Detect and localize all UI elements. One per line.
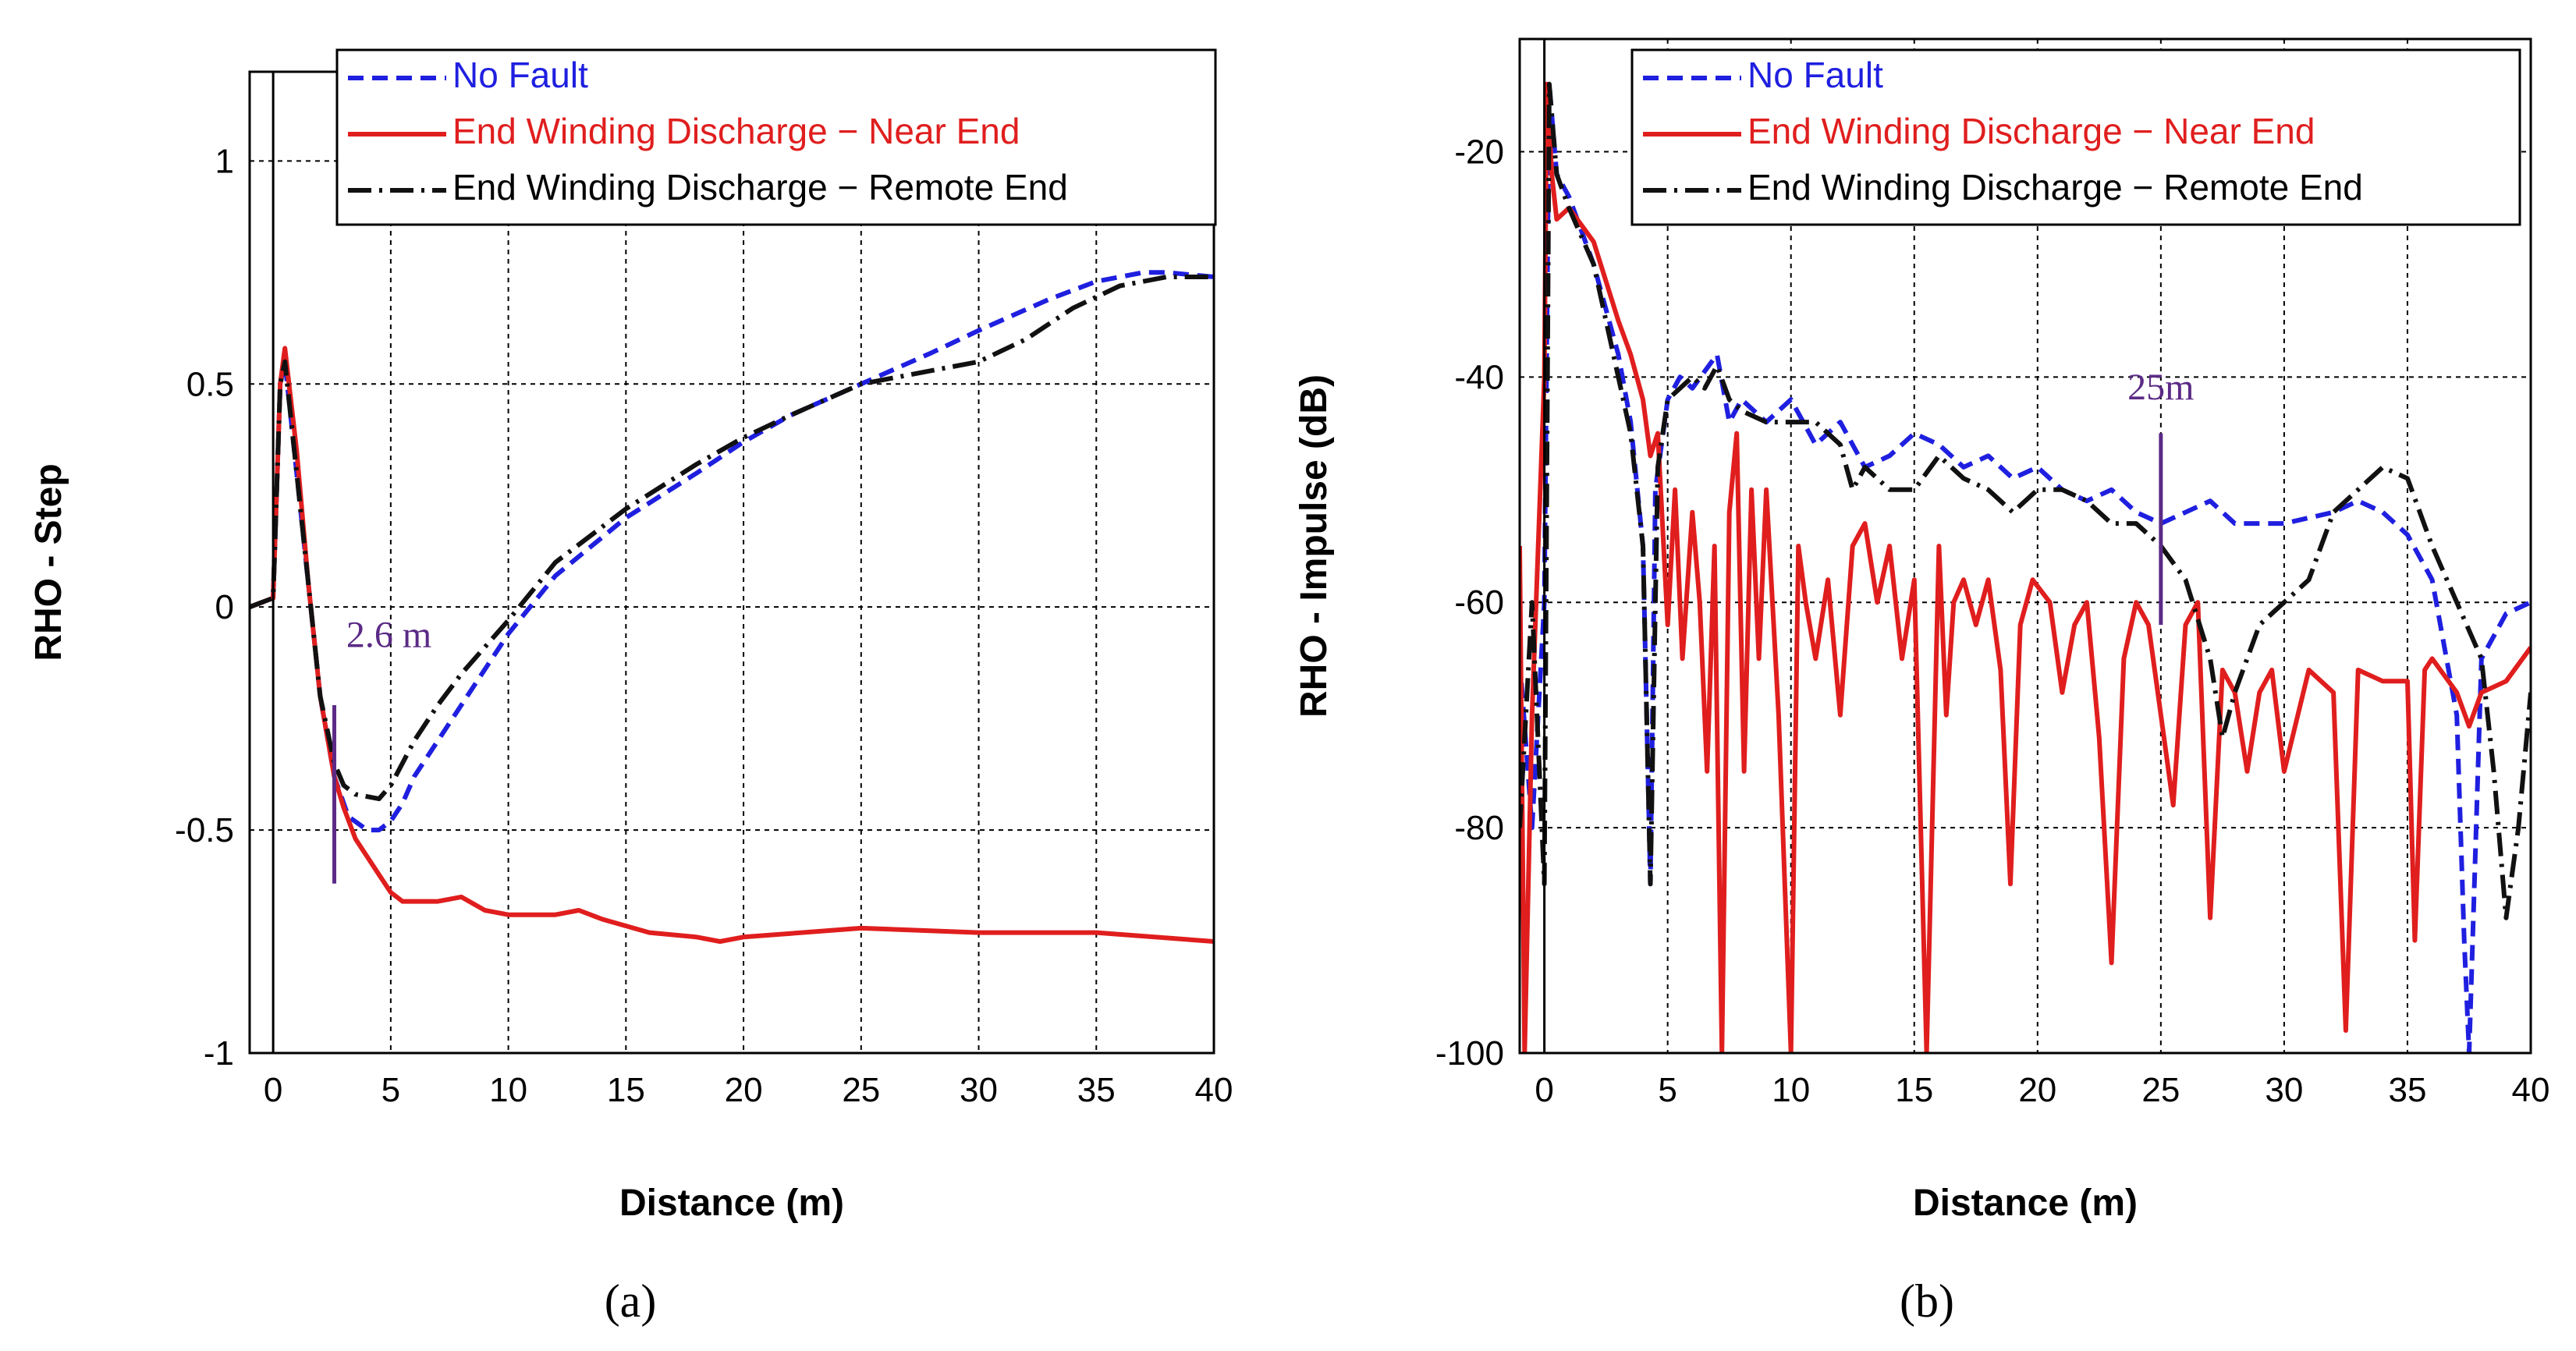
y-tick-label-1: -0.5 bbox=[175, 811, 234, 849]
x-tick-label-4: 20 bbox=[2018, 1071, 2056, 1109]
x-tick-label-1: 5 bbox=[1658, 1071, 1677, 1109]
legend-label-2: End Winding Discharge − Remote End bbox=[452, 167, 1068, 207]
chart-b: 25m 0 5 10 15 20 25 30 35 40 -100 -80 -60 -40 -20 Dista… bbox=[1293, 37, 2550, 1224]
y-tick-label-1: -80 bbox=[1454, 809, 1504, 847]
x-tick-label-4: 20 bbox=[725, 1071, 763, 1109]
x-tick-label-5: 25 bbox=[2141, 1071, 2180, 1109]
x-tick-label-0: 0 bbox=[264, 1071, 282, 1109]
y-tick-label-3: 0.5 bbox=[186, 365, 234, 403]
panel-label-a: (a) bbox=[605, 1275, 657, 1327]
plot-area bbox=[250, 72, 1214, 1053]
y-tick-label-2: -60 bbox=[1454, 583, 1504, 622]
y-tick-label-0: -100 bbox=[1435, 1034, 1504, 1073]
x-tick-label-6: 30 bbox=[2265, 1071, 2303, 1109]
x-tick-label-7: 35 bbox=[2388, 1071, 2426, 1109]
x-tick-label-3: 15 bbox=[607, 1071, 645, 1109]
legend-label-0: No Fault bbox=[452, 55, 588, 95]
x-tick-label-2: 10 bbox=[1772, 1071, 1810, 1109]
chart-a: 2.6 m 0 5 10 15 20 25 30 35 40 -1 -0.5 0 0.5 1 Distance… bbox=[28, 48, 1233, 1224]
series-line-1 bbox=[1520, 81, 2531, 1053]
y-axis-label: RHO - Impulse (dB) bbox=[1293, 374, 1335, 718]
legend: No Fault End Winding Discharge − Near End… bbox=[1630, 48, 2521, 226]
x-tick-label-0: 0 bbox=[1535, 1071, 1553, 1109]
legend-box bbox=[1630, 48, 2521, 226]
annotation-label-0: 25m bbox=[2127, 367, 2194, 408]
x-tick-label-1: 5 bbox=[381, 1071, 400, 1109]
x-tick-label-8: 40 bbox=[1195, 1071, 1233, 1109]
series-line-0 bbox=[1520, 81, 2531, 1053]
y-axis-label: RHO - Step bbox=[28, 463, 69, 661]
panel-label-b: (b) bbox=[1900, 1275, 1954, 1327]
y-tick-label-2: 0 bbox=[215, 588, 234, 626]
x-axis-label: Distance (m) bbox=[1913, 1183, 2138, 1224]
legend-label-2: End Winding Discharge − Remote End bbox=[1747, 167, 2363, 207]
series-line-2 bbox=[250, 275, 1214, 802]
x-axis-label: Distance (m) bbox=[619, 1183, 844, 1224]
y-tick-label-4: 1 bbox=[215, 142, 234, 180]
x-tick-label-8: 40 bbox=[2512, 1071, 2550, 1109]
y-tick-label-3: -40 bbox=[1454, 358, 1504, 396]
legend-label-1: End Winding Discharge − Near End bbox=[452, 111, 1020, 151]
legend-label-0: No Fault bbox=[1747, 55, 1883, 95]
x-tick-label-3: 15 bbox=[1895, 1071, 1933, 1109]
y-tick-label-4: -20 bbox=[1454, 133, 1504, 171]
axes-frame bbox=[1518, 37, 2532, 1055]
x-tick-label-5: 25 bbox=[842, 1071, 880, 1109]
legend: No Fault End Winding Discharge − Near End… bbox=[335, 48, 1217, 226]
y-tick-label-0: -1 bbox=[204, 1034, 234, 1073]
annotation-label-0: 2.6 m bbox=[346, 615, 431, 656]
x-tick-label-6: 30 bbox=[960, 1071, 998, 1109]
legend-box bbox=[335, 48, 1217, 226]
x-tick-label-7: 35 bbox=[1077, 1071, 1116, 1109]
legend-label-1: End Winding Discharge − Near End bbox=[1747, 111, 2315, 151]
x-tick-label-2: 10 bbox=[489, 1071, 527, 1109]
